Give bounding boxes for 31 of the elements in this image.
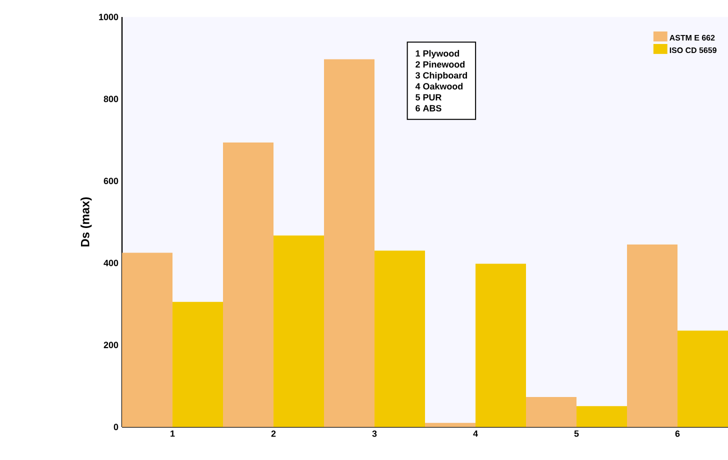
bar	[324, 59, 375, 427]
y-tick-label: 0	[114, 424, 118, 430]
bar	[526, 397, 577, 427]
y-tick-label: 800	[104, 96, 118, 102]
bar	[476, 264, 526, 427]
bar	[374, 250, 426, 427]
bar	[678, 330, 728, 427]
x-tick-label: 3	[372, 430, 377, 437]
y-tick-label: 200	[104, 342, 118, 348]
annotation: 5 PUR	[416, 94, 442, 100]
annotation: 6 ABS	[416, 105, 442, 112]
x-tick-label: 5	[574, 430, 579, 437]
y-tick-label: 1000	[99, 14, 118, 20]
bar	[627, 244, 678, 427]
bar	[274, 236, 324, 427]
annotation: 3 Chipboard	[416, 72, 468, 80]
x-tick-label: 4	[473, 430, 478, 437]
y-axis-title: Ds (max)	[80, 197, 92, 246]
bar	[122, 252, 173, 427]
bar	[172, 302, 224, 427]
bar	[576, 406, 628, 427]
annotation: 2 Pinewood	[416, 61, 465, 68]
bar	[425, 422, 476, 427]
y-tick-label: 600	[104, 178, 118, 184]
annotation: 1 Plywood	[416, 50, 460, 58]
annotation: 4 Oakwood	[415, 82, 463, 90]
bar	[223, 142, 274, 427]
y-tick-label: 400	[104, 260, 118, 266]
x-tick-label: 2	[271, 430, 276, 437]
x-tick-label: 6	[675, 430, 680, 437]
x-tick-label: 1	[170, 430, 175, 437]
